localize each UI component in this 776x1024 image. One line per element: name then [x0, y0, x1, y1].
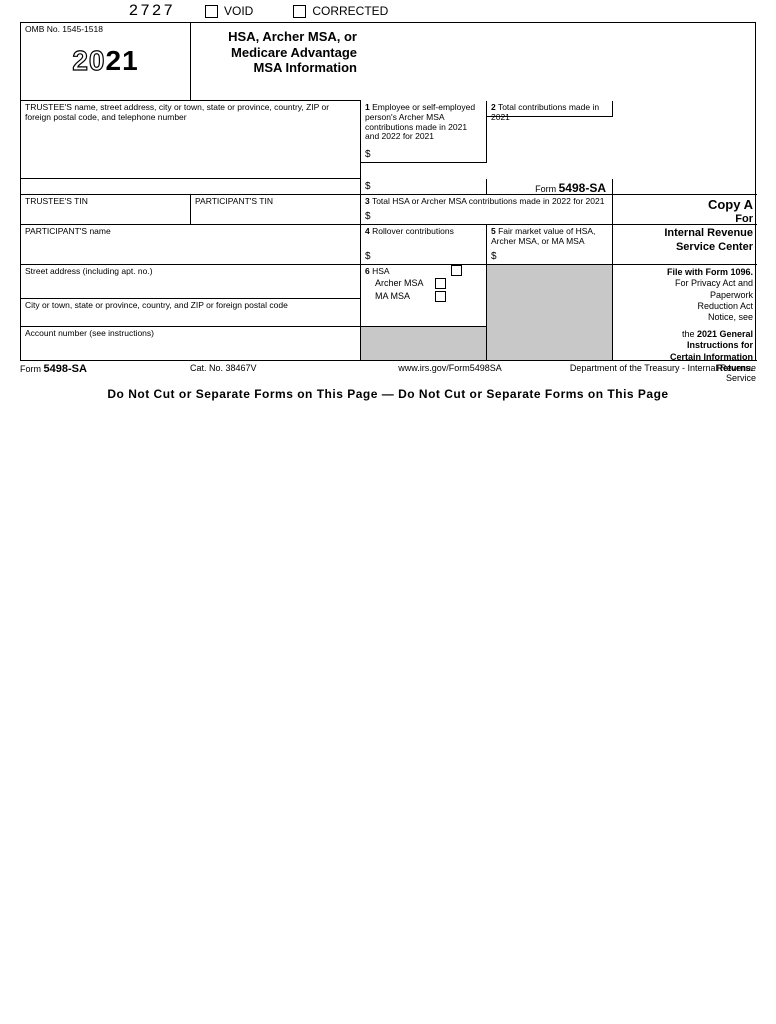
header-spacer: [21, 179, 361, 195]
instr-1: Instructions for: [613, 340, 753, 351]
notice-2a: the: [682, 329, 697, 339]
notice-2b: 2021 General: [697, 329, 753, 339]
box2-label: Total contributions made in 2021: [491, 102, 599, 122]
box6-num: 6: [365, 266, 370, 276]
street-address-box: Street address (including apt. no.): [21, 265, 361, 299]
year-solid: 21: [106, 45, 139, 76]
year-outline: 20: [72, 45, 105, 76]
ma-msa-checkbox[interactable]: [435, 291, 446, 302]
box-6: 6 HSA Archer MSA MA MSA: [361, 265, 487, 327]
instr-2: Certain Information: [613, 352, 753, 363]
footer-url: www.irs.gov/Form5498SA: [360, 363, 540, 383]
irs-1: Internal Revenue: [613, 227, 753, 241]
account-number-box: Account number (see instructions): [21, 327, 361, 361]
instr-3: Returns.: [613, 363, 753, 374]
city-label: City or town, state or province, country…: [25, 301, 356, 311]
box5-label: Fair market value of HSA, Archer MSA, or…: [491, 226, 595, 246]
participant-tin-box: PARTICIPANT'S TIN: [191, 195, 361, 225]
header-spacer-right: [613, 179, 757, 195]
box-2-dollar: $: [361, 179, 487, 195]
account-number-label: Account number (see instructions): [25, 329, 356, 339]
city-box: City or town, state or province, country…: [21, 299, 361, 327]
participant-name-box: PARTICIPANT'S name: [21, 225, 361, 265]
street-address-label: Street address (including apt. no.): [25, 267, 356, 277]
do-not-cut: Do Not Cut or Separate Forms on This Pag…: [20, 383, 756, 401]
box5-dollar: $: [491, 251, 497, 262]
box3-num: 3: [365, 196, 370, 206]
box-5: 5 Fair market value of HSA, Archer MSA, …: [487, 225, 613, 265]
box-4: 4 Rollover contributions $: [361, 225, 487, 265]
footer-form-num: 5498-SA: [44, 363, 87, 375]
corrected-label: CORRECTED: [312, 4, 388, 18]
cat-number: Cat. No. 38467V: [190, 363, 360, 383]
form-title-1: HSA, Archer MSA, or: [191, 29, 357, 45]
participant-tin-label: PARTICIPANT'S TIN: [195, 197, 356, 207]
gray-box-2: [361, 327, 487, 361]
box-3: 3 Total HSA or Archer MSA contributions …: [361, 195, 613, 225]
archer-label: Archer MSA: [375, 278, 435, 288]
year-box: OMB No. 1545-1518 2021: [21, 23, 191, 101]
box2-dollar: $: [365, 181, 482, 192]
form-title-2: Medicare Advantage: [191, 45, 357, 61]
box3-dollar: $: [365, 211, 371, 222]
trustee-tin-label: TRUSTEE'S TIN: [25, 197, 186, 207]
irs-2: Service Center: [613, 241, 753, 255]
trustee-info-label: TRUSTEE'S name, street address, city or …: [25, 103, 356, 123]
ocr-number: 2727: [20, 2, 205, 20]
hsa-checkbox[interactable]: [451, 265, 462, 276]
box3-label: Total HSA or Archer MSA contributions ma…: [372, 196, 604, 206]
box1-dollar: $: [365, 149, 371, 160]
gray-box: [487, 265, 613, 361]
notice-1: Notice, see: [613, 312, 753, 323]
box-2: 2 Total contributions made in 2021: [487, 101, 613, 117]
void-label: VOID: [224, 4, 253, 18]
copy-a: Copy A: [613, 197, 753, 213]
privacy-3: Reduction Act: [613, 301, 753, 312]
box4-label: Rollover contributions: [372, 226, 454, 236]
box1-label: Employee or self-employed person's Arche…: [365, 102, 475, 141]
box4-dollar: $: [365, 251, 371, 262]
hsa-label: HSA: [372, 266, 389, 276]
trustee-tin-box: TRUSTEE'S TIN: [21, 195, 191, 225]
box4-num: 4: [365, 226, 370, 236]
form-title-3: MSA Information: [191, 60, 357, 76]
form-pre: Form: [535, 184, 556, 194]
file-1096: File with Form 1096.: [613, 267, 753, 278]
box1-num: 1: [365, 102, 370, 112]
footer-form-pre: Form: [20, 364, 41, 374]
box5-num: 5: [491, 226, 496, 236]
omb-number: OMB No. 1545-1518: [25, 25, 186, 35]
box-1: 1 Employee or self-employed person's Arc…: [361, 101, 487, 163]
form-number-box: Form 5498-SA: [487, 179, 613, 195]
box2-num: 2: [491, 102, 496, 112]
ma-msa-label: MA MSA: [375, 291, 435, 301]
archer-checkbox[interactable]: [435, 278, 446, 289]
void-checkbox[interactable]: [205, 5, 218, 18]
corrected-checkbox[interactable]: [293, 5, 306, 18]
form-number: 5498-SA: [559, 181, 606, 195]
trustee-info-box: TRUSTEE'S name, street address, city or …: [21, 101, 361, 179]
privacy-1: For Privacy Act and: [613, 278, 753, 289]
participant-name-label: PARTICIPANT'S name: [25, 227, 356, 237]
